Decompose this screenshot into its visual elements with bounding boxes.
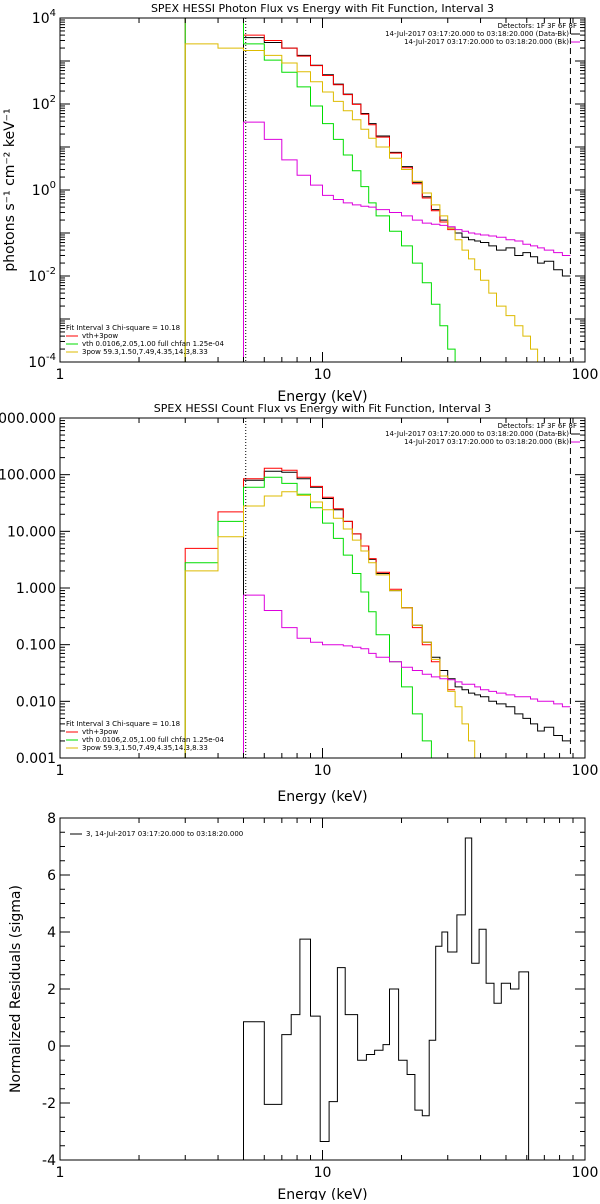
y-tick-label: 100 — [32, 180, 56, 199]
y-axis: 104 102 100 10-2 10-4 — [28, 8, 585, 371]
legend-entry: vth 0.0106,2.05,1.00 full chfan 1.25e-04 — [82, 736, 224, 744]
y-axis-label: Normalized Residuals (sigma) — [8, 885, 24, 1093]
series-line-vth-3pow — [184, 467, 456, 758]
legend-residuals: 3, 14-Jul-2017 03:17:20.000 to 03:18:20.… — [70, 830, 243, 838]
y-tick-label: 10-4 — [28, 352, 56, 371]
x-axis-label: Energy (keV) — [277, 1187, 367, 1200]
series-line-residuals — [243, 837, 538, 1160]
y-tick-label: 10.000 — [7, 524, 56, 540]
x-tick-label: 10 — [314, 1165, 332, 1181]
legend-entry: 14-Jul-2017 03:17:20.000 to 03:18:20.000… — [385, 30, 569, 38]
y-tick-label: 102 — [32, 94, 56, 113]
y-axis: 8 6 4 2 0 -2 -4 — [42, 811, 585, 1169]
legend-entry: Detectors: 1F 3F 6F 8F — [498, 22, 577, 30]
y-tick-label: 1.000 — [16, 581, 56, 597]
x-tick-label: 100 — [572, 763, 599, 779]
y-tick-label: 0 — [47, 1039, 56, 1055]
y-tick-label: 8 — [47, 811, 56, 827]
series-line-data-bk — [243, 470, 571, 758]
legend-entry: 14-Jul-2017 03:17:20.000 to 03:18:20.000… — [385, 430, 569, 438]
y-tick-label: 0.100 — [16, 638, 56, 654]
y-tick-label: 0.010 — [16, 694, 56, 710]
chart-1: SPEX HESSI Photon Flux vs Energy with Fi… — [2, 2, 598, 405]
series-line-vth — [184, 476, 440, 758]
series-group — [184, 467, 571, 758]
y-tick-label: -4 — [42, 1153, 56, 1169]
legend-entry: 14-Jul-2017 03:17:20.000 to 03:18:20.000… — [404, 38, 569, 46]
legend-entry: vth+3pow — [82, 728, 118, 736]
y-tick-label: 2 — [47, 982, 56, 998]
series-line-bk — [243, 121, 571, 362]
legend-bottom-left: Fit Interval 3 Chi-square = 10.18vth+3po… — [66, 324, 224, 356]
series-line-data-bk — [243, 37, 571, 362]
y-tick-label: 104 — [32, 8, 56, 27]
series-line-vth — [184, 18, 462, 362]
x-tick-label: 1 — [56, 763, 65, 779]
legend-entry: Detectors: 1F 3F 6F 8F — [498, 422, 577, 430]
chart-2: SPEX HESSI Count Flux vs Energy with Fit… — [0, 402, 598, 805]
y-tick-label: 10-2 — [28, 266, 56, 285]
legend-entry: 3pow 59.3,1.50,7.49,4.35,14.3,8.33 — [82, 348, 208, 356]
plot-frame — [59, 817, 586, 1161]
legend-entry: Fit Interval 3 Chi-square = 10.18 — [66, 720, 180, 728]
x-tick-label: 10 — [314, 763, 332, 779]
x-axis: 1 10 100 — [56, 418, 599, 779]
legend-entry: 14-Jul-2017 03:17:20.000 to 03:18:20.000… — [404, 438, 569, 446]
legend-bottom-left: Fit Interval 3 Chi-square = 10.18vth+3po… — [66, 720, 224, 752]
legend-entry: Fit Interval 3 Chi-square = 10.18 — [66, 324, 180, 332]
x-axis: 1 10 100 — [56, 18, 599, 383]
x-tick-label: 1 — [56, 367, 65, 383]
x-tick-label: 10 — [314, 367, 332, 383]
legend-entry: 3pow 59.3,1.50,7.49,4.35,14.3,8.33 — [82, 744, 208, 752]
series-line-3pow — [184, 43, 545, 362]
y-tick-label: 100.000 — [0, 468, 56, 484]
chart-title: SPEX HESSI Count Flux vs Energy with Fit… — [154, 402, 491, 415]
legend-entry: 3, 14-Jul-2017 03:17:20.000 to 03:18:20.… — [86, 830, 243, 838]
chart-title: SPEX HESSI Photon Flux vs Energy with Fi… — [151, 2, 494, 15]
y-tick-label: -2 — [42, 1096, 56, 1112]
y-tick-label: 6 — [47, 868, 56, 884]
legend-entry: vth+3pow — [82, 332, 118, 340]
chart-3: 1 10 100 Energy (keV) 8 6 4 2 0 -2 -4 Normalized Re… — [8, 811, 599, 1203]
series-line-3pow — [184, 491, 481, 758]
series-line-vth-3pow — [184, 18, 456, 362]
x-tick-label: 100 — [572, 367, 599, 383]
series-group — [184, 18, 571, 362]
x-tick-label: 1 — [56, 1165, 65, 1181]
y-tick-label: 4 — [47, 925, 56, 941]
y-tick-label: 0.001 — [16, 751, 56, 767]
legend-entry: vth 0.0106,2.05,1.00 full chfan 1.25e-04 — [82, 340, 224, 348]
series-group — [243, 837, 538, 1160]
y-axis-label: photons s⁻¹ cm⁻² keV⁻¹ — [2, 108, 18, 271]
series-line-bk — [243, 594, 571, 758]
x-axis-label: Energy (keV) — [277, 389, 367, 405]
x-axis-label: Energy (keV) — [277, 789, 367, 805]
x-tick-label: 100 — [572, 1165, 599, 1181]
x-axis: 1 10 100 — [56, 818, 599, 1181]
